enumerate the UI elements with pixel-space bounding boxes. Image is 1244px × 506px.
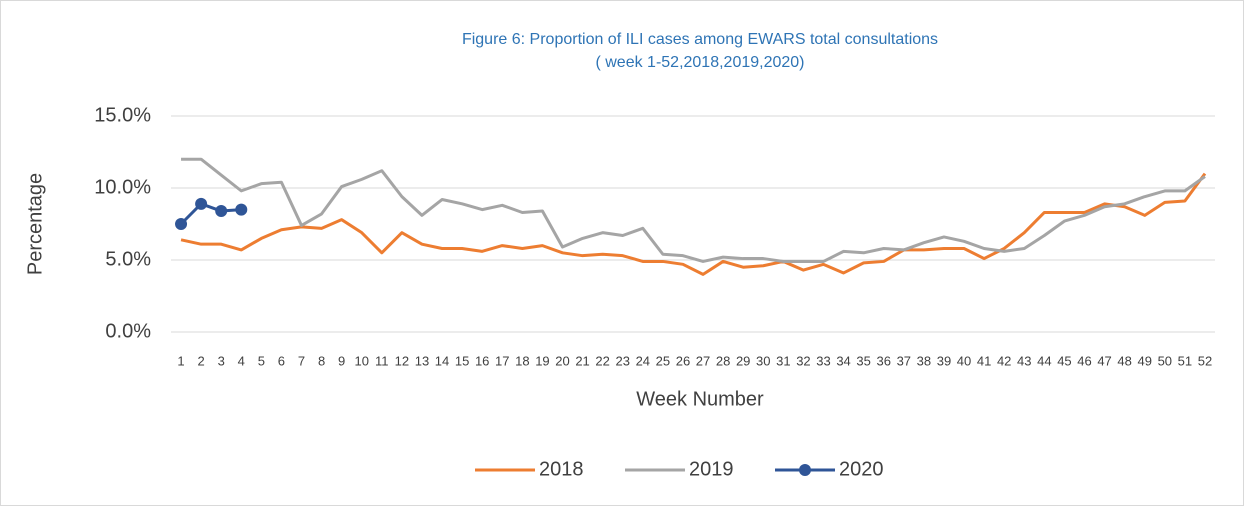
x-tick-label: 16 — [475, 353, 489, 368]
x-tick-label: 19 — [535, 353, 549, 368]
x-tick-label: 15 — [455, 353, 469, 368]
x-tick-label: 46 — [1077, 353, 1091, 368]
point-marker — [235, 203, 248, 216]
x-axis-label: Week Number — [636, 388, 764, 410]
x-tick-label: 8 — [318, 353, 325, 368]
x-tick-label: 37 — [897, 353, 911, 368]
x-tick-label: 17 — [495, 353, 509, 368]
x-tick-label: 47 — [1097, 353, 1111, 368]
x-tick-label: 39 — [937, 353, 951, 368]
x-tick-label: 38 — [917, 353, 931, 368]
y-tick-label: 10.0% — [94, 176, 151, 198]
x-tick-label: 11 — [375, 353, 389, 368]
x-tick-label: 33 — [816, 353, 830, 368]
legend-label: 2018 — [539, 458, 584, 480]
x-tick-label: 31 — [776, 353, 790, 368]
x-tick-label: 2 — [197, 353, 204, 368]
x-tick-label: 14 — [435, 353, 449, 368]
x-tick-label: 51 — [1178, 353, 1192, 368]
x-tick-label: 10 — [354, 353, 368, 368]
x-tick-label: 26 — [676, 353, 690, 368]
x-tick-label: 50 — [1158, 353, 1172, 368]
y-axis-label: Percentage — [24, 173, 46, 275]
x-tick-label: 41 — [977, 353, 991, 368]
x-tick-label: 43 — [1017, 353, 1031, 368]
x-tick-label: 34 — [836, 353, 850, 368]
x-tick-label: 12 — [395, 353, 409, 368]
chart-title: Figure 6: Proportion of ILI cases among … — [462, 31, 938, 48]
chart-subtitle: ( week 1-52,2018,2019,2020) — [595, 54, 804, 71]
x-tick-label: 22 — [595, 353, 609, 368]
x-tick-label: 5 — [258, 353, 265, 368]
point-marker — [215, 205, 228, 218]
x-tick-label: 44 — [1037, 353, 1051, 368]
x-tick-label: 23 — [615, 353, 629, 368]
x-tick-label: 20 — [555, 353, 569, 368]
x-tick-label: 24 — [636, 353, 650, 368]
x-tick-label: 9 — [338, 353, 345, 368]
legend-label: 2020 — [839, 458, 884, 480]
x-tick-label: 27 — [696, 353, 710, 368]
x-tick-label: 42 — [997, 353, 1011, 368]
series-line — [181, 157, 1206, 263]
x-tick-label: 45 — [1057, 353, 1071, 368]
x-tick-label: 4 — [238, 353, 245, 368]
y-tick-label: 0.0% — [105, 320, 151, 342]
x-tick-label: 28 — [716, 353, 730, 368]
series-line — [180, 172, 1207, 276]
y-tick-label: 5.0% — [105, 248, 151, 270]
x-tick-label: 35 — [856, 353, 870, 368]
x-tick-label: 29 — [736, 353, 750, 368]
y-tick-label: 15.0% — [94, 104, 151, 126]
x-tick-label: 32 — [796, 353, 810, 368]
x-tick-label: 21 — [575, 353, 589, 368]
x-tick-label: 48 — [1117, 353, 1131, 368]
legend-label: 2019 — [689, 458, 734, 480]
x-tick-label: 40 — [957, 353, 971, 368]
x-tick-label: 13 — [415, 353, 429, 368]
x-tick-label: 30 — [756, 353, 770, 368]
x-tick-label: 6 — [278, 353, 285, 368]
legend-marker — [799, 464, 811, 476]
x-tick-label: 52 — [1198, 353, 1212, 368]
x-tick-label: 25 — [656, 353, 670, 368]
x-tick-label: 36 — [876, 353, 890, 368]
x-tick-label: 7 — [298, 353, 305, 368]
point-marker — [175, 218, 188, 230]
x-tick-label: 1 — [177, 353, 184, 368]
x-tick-label: 18 — [515, 353, 529, 368]
x-tick-label: 49 — [1137, 353, 1151, 368]
point-marker — [195, 197, 208, 210]
x-tick-label: 3 — [218, 353, 225, 368]
series-line — [179, 202, 242, 226]
